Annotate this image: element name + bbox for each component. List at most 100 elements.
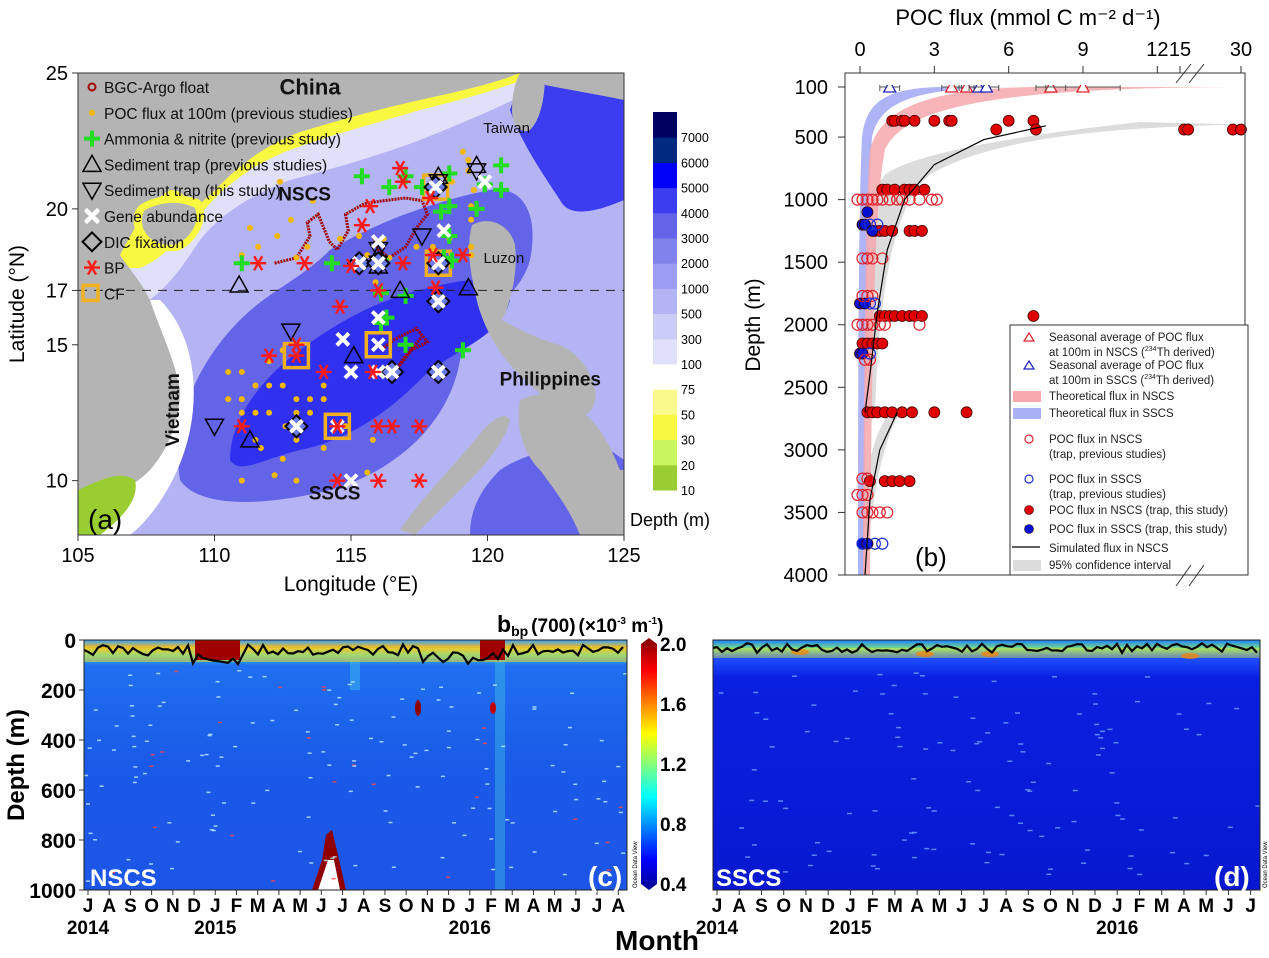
flux-legend-label: POC flux in NSCS (trap, this study) [1049,505,1228,517]
panel-c-label: (c) [588,861,622,892]
trap-this-study-point [1235,123,1247,136]
depth-colorbar-tick: 30 [681,434,695,448]
section-y-tick-label: 600 [41,780,76,803]
sscs-noise-speck [1020,751,1026,753]
nscs-noise-speck [337,696,342,699]
legend-filled-circle-symbol [1024,524,1034,534]
nscs-noise-speck [462,834,467,837]
ammonia-station-marker [493,157,510,174]
bp-station-marker [392,160,409,176]
month-tick-label: J [337,896,348,917]
nscs-noise-speck [605,841,610,844]
poc-station-marker [293,477,300,484]
depth-colorbar-segment [653,464,677,491]
gene-abundance-marker [370,255,386,271]
nscs-noise-speck [306,737,311,739]
sscs-noise-speck [1227,826,1233,829]
sscs-noise-speck [1113,741,1119,744]
flux-y-tick-label: 2500 [784,377,829,399]
poc-station-marker [304,243,311,250]
flux-y-ticks: 100 500 1000 1500 2000 2500 3000 3500 4000 [784,77,845,587]
seasonal-average-point [979,85,994,93]
flux-legend-label-line2: (trap, previous studies) [1049,489,1166,501]
poc-station-marker [307,396,314,403]
trap-this-study-point [893,475,906,488]
nscs-noise-speck [327,689,332,691]
nscs-noise-speck [156,672,161,675]
nscs-noise-speck [321,751,326,753]
cf-station-marker [323,412,352,441]
trap-previous-point [873,318,886,331]
sscs-noise-speck [1172,817,1178,819]
gene-abundance-marker [343,364,359,380]
poc-station-marker [470,186,477,193]
nscs-noise-speck [391,716,396,718]
year-label: 2016 [1096,918,1138,939]
month-tick-label: O [399,896,414,917]
nscs-noise-speck [174,670,179,673]
sscs-noise-speck [874,867,880,870]
legend-label: POC flux at 100m (previous studies) [104,106,353,123]
sediment-trap-this-marker [81,182,103,201]
month-tick-label: M [931,896,947,917]
trap-this-study-point [908,114,921,127]
flux-legend-label: POC flux in NSCS [1049,434,1143,446]
sscs-noise-speck [1071,820,1077,823]
nscs-noise-speck [217,721,222,724]
poc-station-marker [238,409,245,416]
month-tick-label: S [1022,896,1035,917]
depth-colorbar-segment [653,364,677,390]
legend-label: Sediment trap (this study) [104,183,281,200]
sscs-noise-speck [872,810,878,812]
nscs-noise-speck [413,752,418,755]
bp-station-marker [233,418,250,434]
nscs-noise-speck [160,751,165,753]
trap-this-study-point [906,406,918,419]
nscs-noise-speck [294,709,299,712]
sscs-noise-speck [1048,868,1054,870]
trap-previous-point [876,537,889,550]
legend-label: DIC fixation [104,235,184,252]
sscs-noise-speck [895,736,901,739]
nscs-noise-speck [161,701,166,704]
gene-abundance-marker [430,293,446,309]
trap-previous-point [891,193,904,206]
sscs-noise-speck [1196,733,1202,736]
flux-x-tick-label: 6 [1003,39,1014,61]
month-tick-label: A [527,896,541,917]
gene-abundance-marker [430,364,446,380]
gene-abundance-marker [83,207,101,225]
bp-station-marker [370,473,387,489]
poc-station-marker [287,216,294,223]
nscs-noise-speck [149,765,154,768]
nscs-noise-speck [489,838,494,840]
dic-fixation-marker [425,288,451,314]
bbp-colorbar-tick-label: 1.6 [660,695,686,716]
gene-abundance-marker [384,364,400,380]
depth-colorbar-tick: 2000 [681,257,709,271]
section-y-tick-label: 1000 [29,880,76,903]
nscs-noise-speck [350,681,355,683]
poc-station-marker [271,472,278,479]
nscs-noise-speck [308,776,313,779]
nscs-noise-speck [623,673,627,675]
month-tick-label: N [166,896,180,917]
nscs-noise-speck [348,790,353,793]
sscs-noise-speck [1235,868,1241,870]
month-tick-label: S [755,896,768,917]
sscs-noise-speck [1076,713,1082,715]
flux-y-tick-label: 2000 [784,315,829,337]
nscs-noise-speck [420,688,425,691]
year-label: 2015 [829,918,872,939]
sscs-noise-speck [970,843,976,845]
month-tick-label: S [124,896,137,917]
nscs-noise-speck [482,727,487,729]
month-tick-label: M [504,896,520,917]
y-tick-label: 25 [46,63,68,85]
nscs-noise-speck [305,731,310,733]
nscs-noise-speck [306,816,311,818]
x-tick-label: 115 [335,545,367,567]
sscs-noise-speck [994,806,1000,809]
legend-label: Sediment trap (previous studies) [104,157,327,174]
sscs-noise-speck [762,800,768,802]
